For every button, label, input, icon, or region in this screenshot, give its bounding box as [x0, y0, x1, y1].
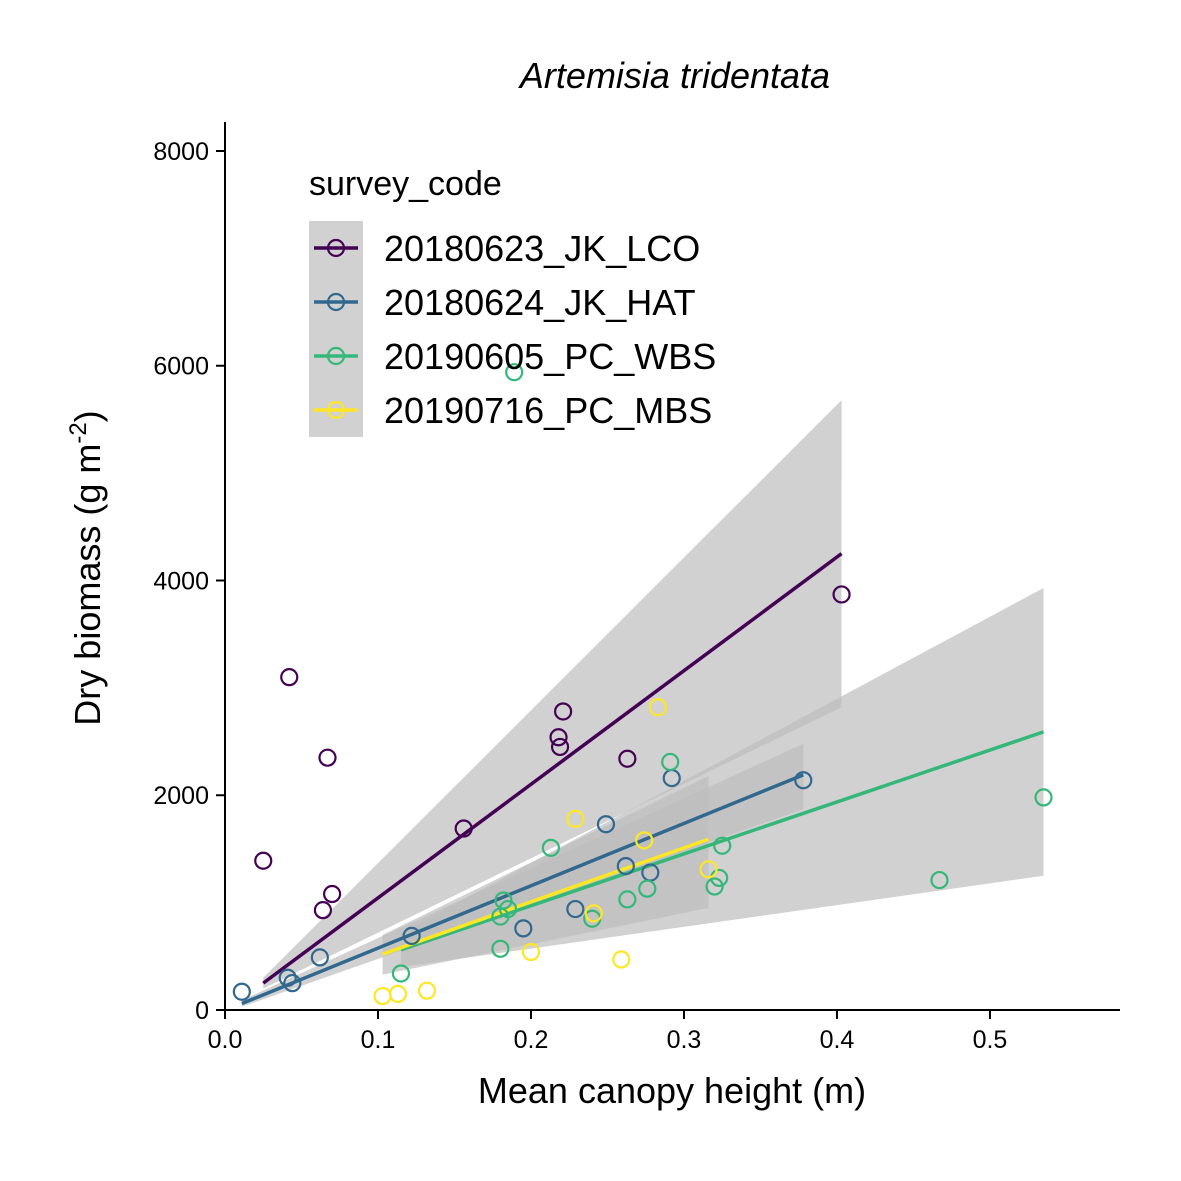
x-tick-label: 0.4: [820, 1026, 855, 1054]
regression-line-20190716-pc-mbs: [381, 837, 710, 956]
data-point-20190605-pc-wbs: [638, 879, 657, 898]
data-point-20190605-pc-wbs: [713, 836, 732, 855]
legend-label: 20190605_PC_WBS: [384, 336, 716, 377]
data-point-20180623-jk-lco: [618, 749, 637, 768]
data-point-20190605-pc-wbs: [494, 891, 513, 910]
data-point-20180624-jk-hat: [514, 919, 533, 938]
data-point-20190716-pc-mbs: [566, 809, 585, 828]
chart-title: Artemisia tridentata: [518, 55, 830, 96]
data-point-20190605-pc-wbs: [705, 877, 724, 896]
data-point-20180623-jk-lco: [549, 728, 568, 747]
data-point-20190605-pc-wbs: [618, 890, 637, 909]
data-point-20190716-pc-mbs: [612, 950, 631, 969]
data-point-20190716-pc-mbs: [584, 904, 603, 923]
x-tick-label: 0.5: [973, 1026, 1008, 1054]
data-point-20180624-jk-hat: [402, 926, 421, 946]
data-point-20180623-jk-lco: [554, 702, 573, 721]
data-point-20190605-pc-wbs: [505, 363, 524, 382]
data-point-20190605-pc-wbs: [661, 752, 680, 772]
data-point-20180624-jk-hat: [566, 899, 585, 919]
y-tick-label: 6000: [153, 353, 209, 381]
x-axis-title: Mean canopy height (m): [478, 1070, 866, 1111]
y-tick-label: 2000: [153, 782, 209, 810]
data-point-20180623-jk-lco: [832, 585, 851, 604]
y-tick-label: 4000: [153, 567, 209, 595]
y-axis-ticks: 0 2000 4000 6000 8000: [153, 138, 225, 1025]
y-axis-title-superscript: -2: [65, 422, 92, 443]
data-point-20180624-jk-hat: [278, 968, 297, 987]
data-point-20180623-jk-lco: [280, 668, 299, 687]
data-point-20190716-pc-mbs: [635, 831, 654, 850]
x-tick-label: 0.0: [208, 1026, 243, 1054]
legend-key-point: [326, 346, 346, 366]
data-point-20180624-jk-hat: [283, 974, 302, 993]
regression-line-20180624-jk-hat: [241, 773, 804, 1006]
data-point-20190605-pc-wbs: [1034, 788, 1053, 807]
x-tick-label: 0.2: [514, 1026, 549, 1054]
data-point-20190716-pc-mbs: [648, 698, 668, 717]
legend-key-point: [326, 400, 346, 420]
data-point-20180623-jk-lco: [322, 884, 342, 904]
data-point-20190605-pc-wbs: [391, 964, 411, 983]
regression-line-20180623-jk-lco: [262, 552, 843, 985]
data-point-20180623-jk-lco: [454, 819, 473, 838]
data-point-20180624-jk-hat: [794, 771, 813, 790]
y-axis-title-main: Dry biomass (g m: [67, 444, 108, 726]
legend-key-point: [326, 238, 346, 258]
legend-label: 20190716_PC_MBS: [384, 390, 712, 431]
x-tick-label: 0.3: [667, 1026, 702, 1054]
confidence-band-20180623-jk-lco: [263, 400, 842, 989]
y-axis-title-close: ): [67, 410, 108, 422]
data-point-20180623-jk-lco: [318, 748, 337, 767]
data-point-20180623-jk-lco: [313, 901, 333, 920]
data-point-20180624-jk-hat: [616, 857, 635, 876]
legend-title: survey_code: [309, 165, 502, 203]
legend: survey_code 20180623_JK_LCO 20180624_JK_H…: [309, 165, 716, 437]
data-point-20190716-pc-mbs: [388, 984, 407, 1003]
data-points: [232, 363, 1053, 1006]
data-point-20180623-jk-lco: [254, 851, 273, 870]
data-point-20190605-pc-wbs: [541, 838, 560, 857]
data-point-20190716-pc-mbs: [373, 986, 392, 1006]
data-point-20190605-pc-wbs: [930, 870, 949, 890]
x-tick-label: 0.1: [361, 1026, 396, 1054]
y-tick-label: 8000: [153, 138, 209, 166]
data-point-20190716-pc-mbs: [699, 860, 718, 879]
data-point-20190716-pc-mbs: [521, 942, 541, 962]
y-axis-title: Dry biomass (g m-2): [65, 410, 108, 725]
legend-key-background: [309, 221, 363, 437]
data-point-20190605-pc-wbs: [498, 899, 518, 919]
legend-label: 20180623_JK_LCO: [384, 228, 700, 269]
legend-keys: 20180623_JK_LCO 20180624_JK_HAT 20190605_P…: [309, 221, 716, 437]
x-axis-ticks: 0.0 0.1 0.2 0.3 0.4 0.5: [208, 1010, 1008, 1054]
data-point-20180623-jk-lco: [550, 737, 570, 757]
data-point-20180624-jk-hat: [232, 982, 251, 1001]
y-tick-label: 0: [195, 997, 209, 1025]
axes: 0.0 0.1 0.2 0.3 0.4 0.5 0 2000 4000 6000 8000: [153, 122, 1120, 1054]
legend-key-point: [326, 292, 346, 312]
data-point-20190716-pc-mbs: [417, 981, 437, 1000]
legend-label: 20180624_JK_HAT: [384, 282, 696, 323]
data-point-20180624-jk-hat: [596, 815, 616, 834]
data-point-20190605-pc-wbs: [491, 939, 510, 958]
data-point-20180624-jk-hat: [310, 948, 329, 967]
